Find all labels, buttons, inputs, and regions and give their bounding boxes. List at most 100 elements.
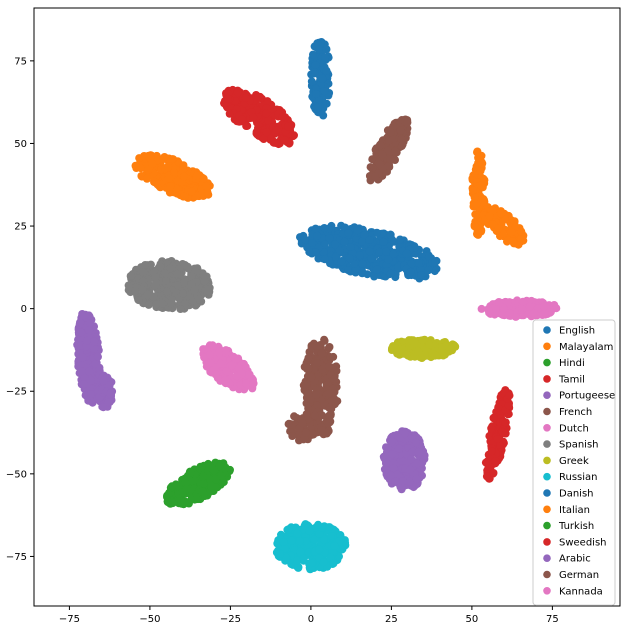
data-point [136, 164, 145, 173]
data-point [173, 281, 182, 290]
data-point [221, 376, 230, 385]
data-point [262, 109, 271, 118]
data-point [304, 353, 313, 362]
data-point [238, 115, 246, 124]
data-point [159, 154, 168, 163]
data-point [254, 93, 263, 101]
data-point [324, 362, 333, 371]
data-point [198, 487, 207, 496]
legend-label: Greek [559, 456, 589, 467]
data-point [376, 141, 385, 150]
data-point [396, 126, 405, 135]
data-point [505, 391, 514, 400]
data-point [358, 259, 367, 268]
data-point [299, 554, 308, 563]
data-point [424, 266, 433, 275]
data-point [394, 263, 402, 272]
legend-label: Danish [559, 489, 594, 500]
data-point [382, 458, 391, 467]
data-point [168, 155, 177, 164]
data-point [192, 495, 201, 504]
legend-label: Hindi [559, 358, 585, 369]
data-point [322, 66, 331, 75]
data-point [541, 309, 550, 318]
legend-label: Italian [559, 505, 590, 516]
data-point [358, 237, 366, 246]
legend-marker [543, 440, 551, 448]
data-point [311, 61, 320, 69]
data-point [296, 547, 305, 556]
data-point [85, 367, 94, 376]
x-tick-label: −25 [220, 614, 241, 625]
legend-marker [543, 554, 551, 562]
data-point [320, 336, 329, 345]
legend-label: Russian [559, 472, 598, 483]
x-tick-label: 75 [546, 614, 559, 625]
data-point [417, 354, 426, 362]
series-kannada [199, 341, 258, 394]
data-point [307, 373, 316, 382]
data-point [252, 127, 261, 136]
data-point [330, 542, 339, 550]
data-point [125, 282, 134, 291]
data-point [205, 287, 214, 296]
data-point [83, 336, 91, 345]
data-point [312, 391, 320, 399]
data-point [134, 296, 143, 305]
legend-marker [543, 587, 551, 595]
data-point [224, 94, 232, 103]
data-point [164, 174, 173, 183]
x-axis: −75 −50 −25 0 25 50 75 [59, 606, 559, 625]
series-sweedish [481, 386, 514, 483]
data-point [331, 240, 340, 249]
data-point [402, 249, 411, 258]
data-point [473, 211, 482, 219]
data-point [360, 230, 369, 239]
data-point [395, 350, 404, 359]
data-point [330, 374, 339, 383]
legend-marker [543, 570, 551, 579]
data-point [301, 235, 310, 244]
data-point [484, 306, 493, 315]
data-point [143, 290, 152, 299]
series-german [284, 335, 342, 445]
data-point [470, 193, 479, 202]
series-spanish [124, 257, 214, 313]
data-point [344, 266, 352, 275]
data-point [485, 212, 494, 221]
data-point [382, 247, 391, 256]
data-point [84, 326, 93, 334]
data-point [317, 349, 326, 358]
data-point [320, 240, 329, 249]
legend-label: Sweedish [559, 537, 607, 548]
data-point [210, 466, 219, 475]
data-point [262, 128, 271, 137]
data-point [398, 140, 407, 149]
series-french [365, 115, 412, 185]
legend-label: Spanish [559, 440, 599, 451]
data-point [162, 276, 170, 285]
legend-label: Kannada [559, 586, 603, 597]
data-point [396, 235, 405, 244]
legend-marker [543, 407, 551, 416]
data-point [314, 45, 323, 54]
data-point [384, 255, 393, 264]
data-point [314, 103, 323, 112]
data-point [195, 295, 204, 304]
data-point [199, 174, 208, 183]
data-point [472, 200, 481, 209]
data-point [183, 262, 192, 271]
data-point [186, 468, 195, 477]
data-point [471, 223, 480, 232]
data-point [203, 189, 212, 198]
data-point [335, 246, 344, 255]
data-point [386, 269, 395, 278]
data-point [249, 379, 258, 388]
data-point [493, 435, 502, 443]
y-tick-label: −25 [6, 387, 27, 398]
data-point [156, 262, 165, 271]
data-point [158, 299, 167, 308]
data-point [317, 426, 326, 435]
data-point [517, 234, 526, 243]
